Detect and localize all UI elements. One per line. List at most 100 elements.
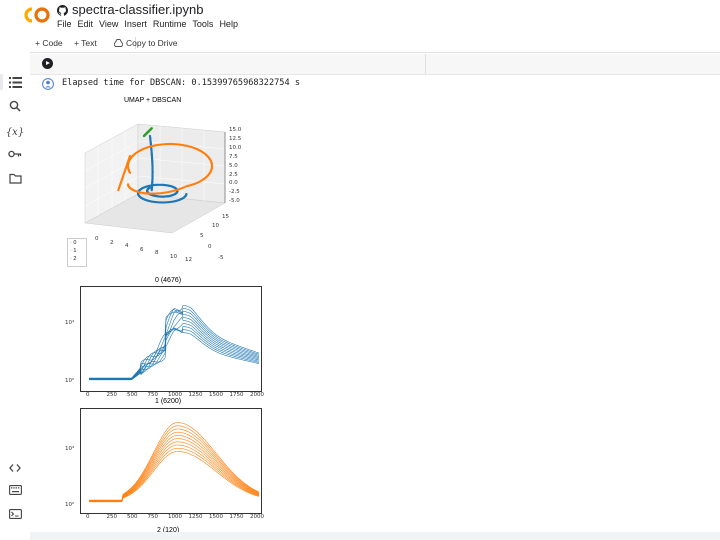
key-icon[interactable]: [6, 146, 24, 162]
y-tick-label: 10²: [65, 502, 75, 508]
output-avatar-icon[interactable]: [42, 78, 54, 90]
colab-logo[interactable]: [24, 6, 50, 24]
plot-title-2-partial: 2 (120): [157, 527, 180, 534]
cluster-2-point: [150, 127, 153, 130]
menu-runtime[interactable]: Runtime: [152, 19, 187, 29]
spectrum-line: [89, 308, 260, 379]
x-tick-label: 1750: [229, 392, 244, 398]
y-tick-label: -5: [218, 255, 224, 261]
copy-to-drive-button[interactable]: Copy to Drive: [113, 38, 178, 48]
x-tick-label: 2: [110, 239, 114, 246]
z-tick-label: 0.0: [229, 180, 238, 187]
spectrum-line: [89, 435, 260, 502]
y-tick-label: 10: [212, 223, 219, 229]
table-of-contents-icon[interactable]: [6, 74, 24, 90]
plot-title-1: 1 (6200): [155, 398, 182, 405]
y-tick-label: 10⁴: [65, 446, 75, 452]
notebook-toolbar: + Code + Text Copy to Drive: [30, 34, 720, 53]
legend-item: · 2: [70, 256, 77, 262]
z-tick-label: 5.0: [229, 162, 238, 169]
legend-item: · 0: [70, 240, 77, 246]
y-tick-label: 10⁴: [65, 320, 75, 326]
x-tick-label: 1750: [229, 514, 244, 520]
notebook-title-text: spectra-classifier.ipynb: [72, 2, 204, 17]
cluster-0-point: [148, 186, 152, 189]
x-tick-label: 0: [86, 392, 90, 398]
spectrum-line: [89, 441, 260, 502]
z-tick-label: 2.5: [229, 171, 238, 178]
command-palette-icon[interactable]: [6, 482, 24, 498]
spectrum-line: [89, 422, 260, 501]
menu-insert[interactable]: Insert: [124, 19, 147, 29]
left-sidebar: {x}: [0, 34, 30, 540]
x-tick-label: 4: [125, 243, 129, 249]
spectrum-line: [89, 305, 260, 379]
menu-help[interactable]: Help: [219, 19, 238, 29]
plot-title-0: 0 (4676): [155, 277, 182, 284]
menu-edit[interactable]: Edit: [77, 19, 94, 29]
menu-file[interactable]: File: [57, 19, 72, 29]
z-tick-label: 15.0: [229, 127, 242, 133]
spectrum-line: [89, 438, 260, 502]
github-icon: [57, 5, 68, 16]
horizontal-scrollbar[interactable]: [30, 532, 720, 540]
code-cell-editor[interactable]: [30, 54, 720, 75]
cluster-1-point: [126, 183, 130, 186]
scatter-points: [117, 127, 214, 204]
spectra-plot-1: [80, 408, 262, 514]
x-tick-label: 1250: [188, 392, 203, 398]
z-tick-label: -2.5: [229, 189, 240, 196]
x-tick-label: 10: [170, 253, 177, 260]
z-tick-label: 10.0: [229, 144, 242, 151]
x-tick-label: 1500: [209, 514, 223, 520]
notebook-title[interactable]: spectra-classifier.ipynb: [57, 2, 204, 17]
search-icon[interactable]: [6, 98, 24, 114]
add-text-button[interactable]: + Text: [74, 38, 97, 48]
z-tick-label: -5.0: [229, 198, 240, 205]
spectra-plot-0: [80, 286, 262, 392]
copy-to-drive-label: Copy to Drive: [126, 38, 178, 48]
run-cell-button[interactable]: [42, 58, 53, 69]
z-tick-label: 7.5: [229, 153, 238, 160]
z-tick-label: 12.5: [229, 135, 242, 142]
menu-bar: File Edit View Insert Runtime Tools Help: [57, 19, 244, 29]
cluster-0-point: [150, 189, 153, 192]
add-code-button[interactable]: + Code: [35, 38, 63, 48]
x-tick-label: 250: [106, 392, 118, 398]
x-tick-label: 500: [127, 392, 138, 398]
code-snippets-icon[interactable]: [6, 460, 24, 476]
y-tick-label: 5: [200, 233, 204, 239]
cell-divider: [425, 54, 426, 74]
x-tick-label: 750: [147, 514, 159, 520]
output-text: Elapsed time for DBSCAN: 0.1539976596832…: [62, 78, 300, 88]
top-bar: spectra-classifier.ipynb File Edit View Ins…: [0, 0, 720, 34]
toolbar-divider: [135, 37, 136, 49]
spectrum-line: [89, 316, 260, 380]
spectrum-line: [89, 428, 260, 501]
x-tick-label: 250: [106, 514, 118, 520]
menu-view[interactable]: View: [99, 19, 119, 29]
x-tick-label: 1250: [188, 514, 203, 520]
variables-icon[interactable]: {x}: [5, 126, 25, 138]
x-tick-label: 1000: [168, 392, 182, 398]
umap-3d-scatter: [84, 123, 226, 234]
terminal-icon[interactable]: [6, 506, 24, 522]
y-tick-label: 15: [222, 214, 229, 220]
drive-icon: [113, 39, 124, 47]
spectrum-line: [89, 425, 260, 501]
y-tick-label: 10²: [65, 378, 75, 384]
x-tick-label: 1000: [168, 514, 182, 520]
x-tick-label: 2000: [250, 514, 264, 520]
folder-icon[interactable]: [6, 170, 24, 186]
x-tick-label: 0: [95, 236, 99, 242]
sidebar-active-marker: [0, 74, 3, 90]
legend-item: · 1: [70, 248, 77, 254]
menu-tools[interactable]: Tools: [192, 19, 214, 29]
chart-title: UMAP + DBSCAN: [124, 97, 182, 104]
spectrum-line: [89, 308, 260, 379]
y-tick-label: 0: [208, 244, 212, 250]
chart-legend: · 0 · 1 · 2: [67, 238, 87, 267]
cluster-1-point: [117, 189, 120, 192]
spectrum-line: [89, 327, 260, 380]
x-tick-label: 750: [147, 392, 159, 398]
